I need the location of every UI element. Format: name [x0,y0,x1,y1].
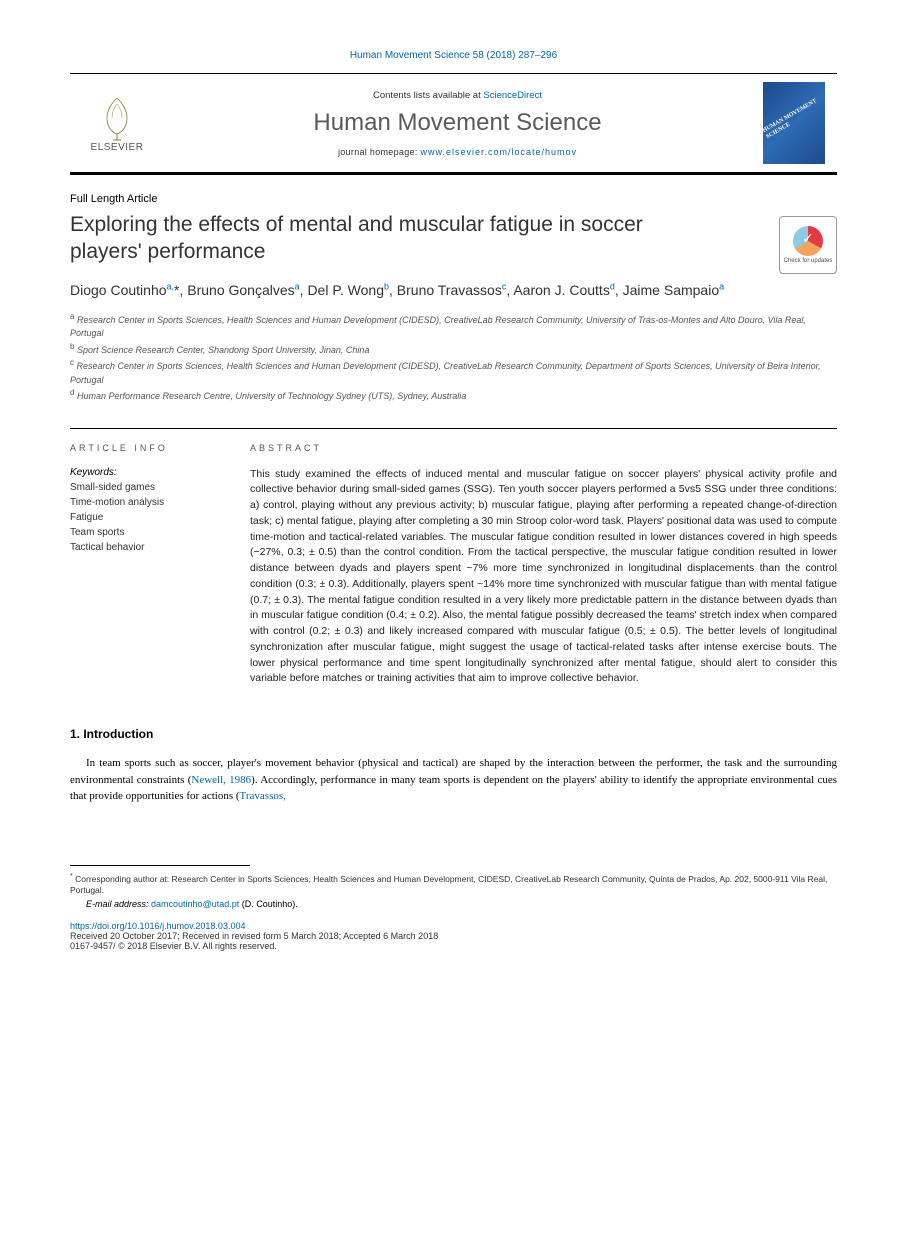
article-title: Exploring the effects of mental and musc… [70,211,670,266]
abstract-column: ABSTRACT This study examined the effects… [250,428,837,688]
article-type: Full Length Article [70,193,837,205]
journal-cover-thumbnail: HUMAN MOVEMENT SCIENCE [763,82,825,164]
check-updates-label: Check for updates [784,258,833,264]
journal-homepage-line: journal homepage: www.elsevier.com/locat… [152,147,763,157]
copyright-line: 0167-9457/ © 2018 Elsevier B.V. All righ… [70,941,837,951]
elsevier-tree-icon [97,94,137,142]
check-updates-badge[interactable]: Check for updates [779,216,837,274]
citation-link-newell[interactable]: Newell, 1986 [191,774,251,786]
contents-available-line: Contents lists available at ScienceDirec… [152,90,763,101]
sciencedirect-link[interactable]: ScienceDirect [483,90,542,101]
crossmark-icon [793,226,823,256]
introduction-paragraph: In team sports such as soccer, player's … [70,755,837,805]
journal-homepage-link[interactable]: www.elsevier.com/locate/humov [420,147,577,157]
citation-link-travassos[interactable]: Travassos, [240,790,286,802]
abstract-text: This study examined the effects of induc… [250,467,837,688]
doi-line: https://doi.org/10.1016/j.humov.2018.03.… [70,921,837,931]
footnote-divider [70,865,250,866]
corresponding-email-link[interactable]: damcoutinho@utad.pt [151,899,239,909]
article-info-header: ARTICLE INFO [70,443,230,453]
introduction-heading: 1. Introduction [70,727,837,741]
keywords-label: Keywords: [70,467,230,478]
email-line: E-mail address: damcoutinho@utad.pt (D. … [70,899,837,909]
running-citation: Human Movement Science 58 (2018) 287–296 [70,50,837,61]
publisher-logo-block: ELSEVIER [82,94,152,153]
author-list: Diogo Coutinhoa,*, Bruno Gonçalvesa, Del… [70,280,837,301]
article-info-column: ARTICLE INFO Keywords: Small-sided games… [70,428,250,688]
received-dates: Received 20 October 2017; Received in re… [70,931,837,941]
journal-name: Human Movement Science [152,109,763,137]
publisher-name: ELSEVIER [91,142,144,153]
affiliations-block: a Research Center in Sports Sciences, He… [70,311,837,404]
journal-header-box: ELSEVIER Contents lists available at Sci… [70,73,837,175]
doi-link[interactable]: https://doi.org/10.1016/j.humov.2018.03.… [70,921,245,931]
keywords-list: Small-sided gamesTime-motion analysisFat… [70,480,230,555]
corresponding-author-note: * Corresponding author at: Research Cent… [70,872,837,898]
abstract-header: ABSTRACT [250,443,837,453]
